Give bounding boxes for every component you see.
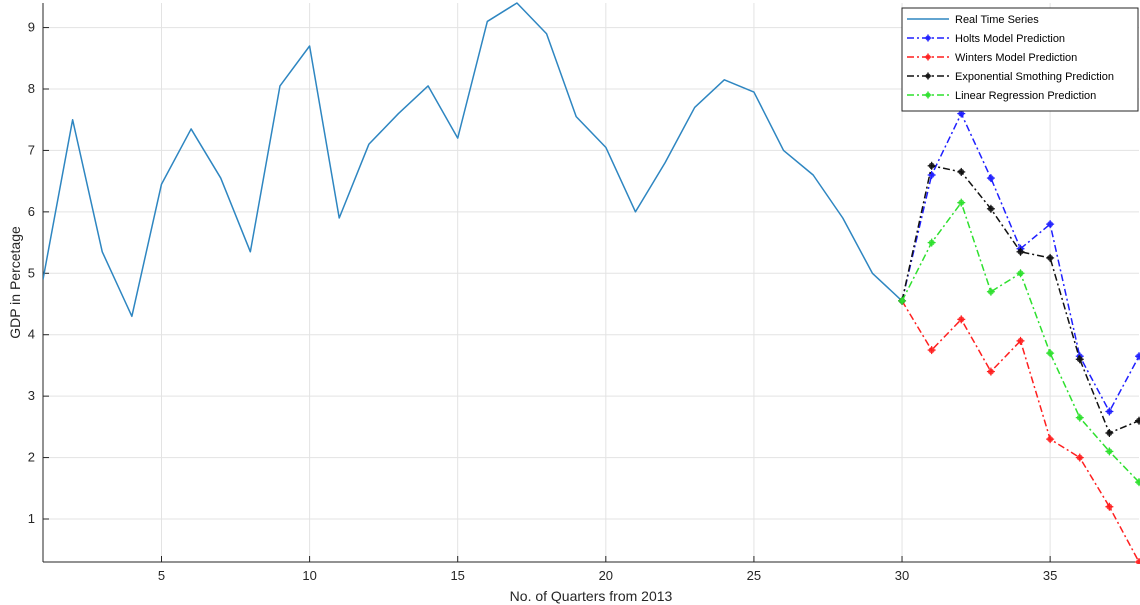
legend-swatch-marker	[924, 91, 932, 99]
data-point	[1075, 413, 1084, 422]
x-tick-label: 15	[450, 568, 464, 583]
series-line	[43, 2, 903, 318]
legend-label: Holts Model Prediction	[955, 33, 1065, 45]
y-tick-label: 9	[28, 20, 35, 35]
legend-label: Exponential Smothing Prediction	[955, 71, 1114, 83]
data-point	[1135, 416, 1140, 425]
data-point	[1046, 349, 1055, 358]
data-point	[927, 238, 936, 247]
legend-item: Linear Regression Prediction	[907, 90, 1096, 102]
series-linear-regression-prediction	[898, 198, 1140, 487]
x-tick-label: 10	[302, 568, 316, 583]
data-point	[1046, 220, 1055, 229]
data-point	[1075, 453, 1084, 462]
data-point	[1016, 269, 1025, 278]
data-point	[1135, 352, 1140, 361]
data-point	[1105, 447, 1114, 456]
series-real-time-series	[43, 2, 903, 318]
y-tick-label: 1	[28, 511, 35, 526]
x-tick-label: 35	[1043, 568, 1057, 583]
data-point	[1105, 502, 1114, 511]
y-tick-label: 4	[28, 327, 35, 342]
legend-swatch-marker	[924, 53, 932, 61]
series-group	[43, 2, 1140, 564]
legend-item: Holts Model Prediction	[907, 33, 1065, 45]
data-point	[1075, 355, 1084, 364]
tick-labels: 5 10 15 20 25 30 35 1 2 3 4 5 6 7 8 9	[28, 20, 1058, 583]
legend-box	[901, 7, 1139, 112]
y-tick-label: 8	[28, 81, 35, 96]
data-point	[927, 161, 936, 170]
data-point	[1046, 435, 1055, 444]
x-tick-label: 25	[747, 568, 761, 583]
data-point	[1016, 336, 1025, 345]
series-line	[901, 112, 1140, 413]
legend-swatch-marker	[924, 72, 932, 80]
data-point	[957, 109, 966, 118]
y-tick-label: 7	[28, 142, 35, 157]
x-axis-label: No. of Quarters from 2013	[510, 588, 673, 604]
series-holts-model-prediction	[898, 109, 1140, 416]
data-point	[957, 198, 966, 207]
y-axis-label: GDP in Percetage	[7, 226, 23, 339]
data-point	[1105, 407, 1114, 416]
y-tick-label: 6	[28, 204, 35, 219]
x-tick-label: 30	[895, 568, 909, 583]
data-point	[957, 167, 966, 176]
data-point	[1135, 478, 1140, 487]
y-tick-label: 2	[28, 450, 35, 465]
data-point	[986, 287, 995, 296]
legend-item: Exponential Smothing Prediction	[907, 71, 1114, 83]
legend-label: Linear Regression Prediction	[955, 90, 1096, 102]
data-point	[898, 296, 907, 305]
y-tick-label: 3	[28, 388, 35, 403]
x-tick-label: 20	[599, 568, 613, 583]
data-point	[1135, 558, 1140, 564]
data-point	[1016, 247, 1025, 256]
legend-item: Winters Model Prediction	[907, 52, 1077, 64]
data-point	[957, 315, 966, 324]
x-tick-label: 5	[158, 568, 165, 583]
data-point	[1105, 429, 1114, 437]
series-winters-model-prediction	[898, 296, 1140, 564]
data-point	[986, 204, 995, 213]
data-point	[986, 367, 995, 376]
legend-swatch-marker	[924, 34, 932, 42]
data-point	[986, 174, 995, 183]
legend-item: Real Time Series	[907, 14, 1039, 26]
plot-frame	[42, 3, 1139, 563]
data-point	[927, 346, 936, 355]
series-line	[901, 165, 1140, 434]
legend-label: Real Time Series	[955, 14, 1039, 26]
y-tick-label: 5	[28, 265, 35, 280]
series-line	[901, 300, 1140, 563]
legend-label: Winters Model Prediction	[955, 52, 1077, 64]
legend: Real Time Series Holts Model Prediction Wi…	[901, 7, 1139, 112]
data-point	[1046, 253, 1055, 262]
